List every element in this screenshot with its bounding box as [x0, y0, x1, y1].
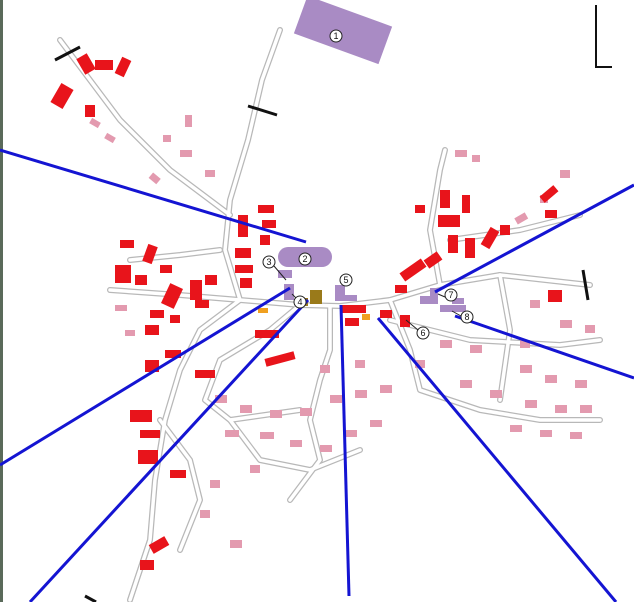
left-edge	[0, 0, 3, 602]
markers: 1 2 3 4 5 6 7 8	[262, 29, 474, 340]
marker: 3	[262, 255, 276, 269]
sight-lines	[0, 148, 634, 602]
marker: 2	[298, 252, 312, 266]
marker-label: 4	[297, 297, 302, 307]
marker: 8	[460, 310, 474, 324]
marker-label: 8	[464, 312, 469, 322]
marker: 6	[416, 326, 430, 340]
marker: 7	[444, 288, 458, 302]
marker: 4	[293, 295, 307, 309]
road-ticks	[54, 5, 612, 602]
marker-label: 6	[420, 328, 425, 338]
marker-label: 7	[448, 290, 453, 300]
marker-label: 5	[343, 275, 348, 285]
pink-buildings	[89, 115, 595, 548]
red-buildings	[50, 53, 562, 570]
marker-label: 3	[266, 257, 271, 267]
marker-label: 2	[302, 254, 307, 264]
marker-label: 1	[333, 31, 338, 41]
marker: 5	[339, 273, 353, 287]
marker: 1	[329, 29, 343, 43]
purple-buildings	[278, 0, 466, 312]
